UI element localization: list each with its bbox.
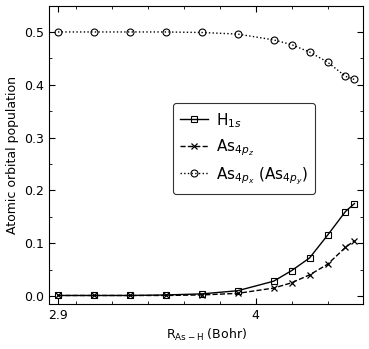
Y-axis label: Atomic orbital population: Atomic orbital population bbox=[6, 76, 18, 234]
X-axis label: R$_{\mathregular{As-H}}$ (Bohr): R$_{\mathregular{As-H}}$ (Bohr) bbox=[166, 327, 247, 343]
Legend: H$_{1s}$, As$_{4p_z}$, As$_{4p_x}$ (As$_{4p_y}$): H$_{1s}$, As$_{4p_z}$, As$_{4p_x}$ (As$_… bbox=[173, 103, 315, 194]
